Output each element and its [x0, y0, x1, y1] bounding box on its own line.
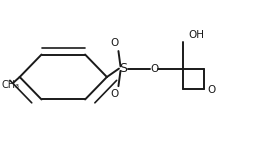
Text: O: O	[110, 89, 119, 99]
Text: O: O	[208, 85, 216, 95]
Text: OH: OH	[189, 30, 205, 40]
Text: CH₃: CH₃	[1, 80, 20, 90]
Text: O: O	[110, 38, 119, 48]
Text: O: O	[150, 64, 158, 74]
Text: S: S	[120, 62, 128, 75]
